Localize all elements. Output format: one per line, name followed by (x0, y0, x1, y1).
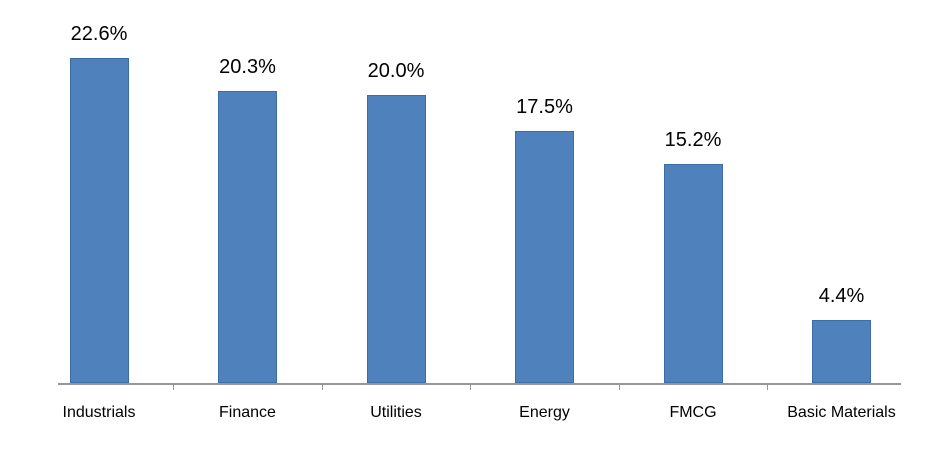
bar-industrials (69, 58, 129, 383)
category-label-fmcg: FMCG (669, 404, 717, 421)
bar-fmcg (663, 164, 723, 383)
data-label-energy: 17.5% (516, 96, 573, 118)
data-label-basic-materials: 4.4% (818, 285, 865, 307)
bar-energy (515, 131, 574, 383)
bar-basic-materials (812, 320, 871, 383)
x-axis-line (58, 383, 901, 385)
x-axis-tick (618, 383, 620, 390)
category-label-utilities: Utilities (370, 404, 422, 421)
x-axis-tick (470, 383, 472, 390)
bar-finance (218, 91, 277, 383)
bar-utilities (366, 95, 426, 383)
x-axis-tick (173, 383, 175, 390)
data-label-fmcg: 15.2% (664, 129, 722, 151)
data-label-utilities: 20.0% (367, 60, 425, 82)
category-label-finance: Finance (219, 404, 276, 421)
data-label-industrials: 22.6% (70, 23, 128, 45)
data-label-finance: 20.3% (219, 56, 276, 78)
category-label-basic-materials: Basic Materials (787, 404, 896, 421)
category-label-industrials: Industrials (62, 404, 136, 421)
x-axis-tick (767, 383, 769, 390)
x-axis-tick (321, 383, 323, 390)
category-label-energy: Energy (519, 404, 570, 421)
